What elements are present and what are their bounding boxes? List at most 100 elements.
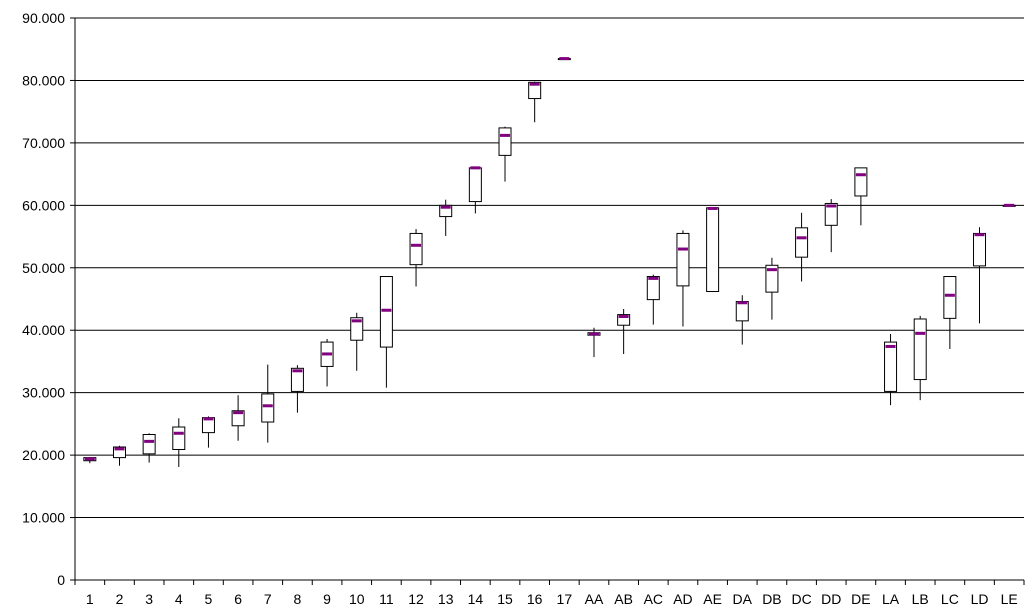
boxes — [83, 57, 1016, 467]
box-body — [409, 232, 423, 266]
box-body — [913, 318, 927, 381]
x-tick-label: AC — [644, 591, 663, 607]
x-tick-label: 9 — [323, 591, 331, 607]
y-tick-label: 90.000 — [22, 10, 65, 26]
box-body — [439, 204, 453, 218]
box-AB — [617, 308, 631, 354]
box-8 — [290, 365, 304, 413]
box-body — [468, 167, 482, 203]
x-tick-label: DD — [821, 591, 841, 607]
box-AC — [646, 274, 660, 325]
y-tick-label: 40.000 — [22, 322, 65, 338]
box-16 — [528, 81, 542, 123]
axes — [70, 17, 1025, 585]
box-body — [142, 434, 156, 455]
box-body — [646, 276, 660, 301]
y-tick-label: 10.000 — [22, 510, 65, 526]
x-tick-label: 3 — [145, 591, 153, 607]
x-tick-label: DE — [851, 591, 870, 607]
gridlines — [75, 17, 1024, 519]
box-4 — [172, 418, 186, 467]
box-body — [290, 367, 304, 392]
box-body — [735, 300, 749, 322]
x-tick-label: AD — [673, 591, 692, 607]
box-DE — [854, 167, 868, 226]
y-tick-labels: 0 10.000 20.000 30.000 40.000 50.000 60.000 70.… — [22, 10, 65, 588]
box-AA — [587, 327, 601, 358]
x-tick-label: 5 — [205, 591, 213, 607]
x-tick-label: LA — [882, 591, 900, 607]
x-tick-label: 8 — [294, 591, 302, 607]
box-body — [943, 276, 957, 319]
box-LE — [1002, 203, 1016, 207]
box-14 — [468, 166, 482, 214]
box-9 — [320, 338, 334, 387]
x-tick-label: 16 — [527, 591, 543, 607]
box-body — [676, 232, 690, 287]
x-tick-label: 12 — [408, 591, 424, 607]
box-7 — [261, 364, 275, 443]
box-DA — [735, 295, 749, 345]
box-body — [172, 426, 186, 450]
x-tick-label: LD — [971, 591, 989, 607]
x-tick-label: 11 — [379, 591, 394, 607]
x-tick-label: 10 — [349, 591, 365, 607]
box-2 — [112, 445, 126, 466]
box-DD — [824, 199, 838, 253]
box-LA — [884, 333, 898, 406]
y-tick-label: 20.000 — [22, 447, 65, 463]
x-tick-label: 6 — [234, 591, 242, 607]
x-tick-label: AA — [585, 591, 604, 607]
x-tick-label: LE — [1001, 591, 1018, 607]
box-11 — [379, 276, 393, 388]
box-DB — [765, 257, 779, 320]
box-5 — [201, 416, 215, 448]
box-body — [765, 264, 779, 293]
y-tick-label: 80.000 — [22, 72, 65, 88]
box-12 — [409, 229, 423, 287]
box-body — [824, 202, 838, 226]
box-body — [231, 410, 245, 427]
box-6 — [231, 395, 245, 441]
x-tick-labels: 1 2 3 4 5 6 7 8 9 10 11 12 13 14 15 16 17 AA AB AC AD AE DA DB D… — [86, 591, 1018, 607]
box-body — [973, 232, 987, 267]
y-tick-label: 70.000 — [22, 135, 65, 151]
box-body — [706, 207, 720, 293]
box-LD — [973, 227, 987, 324]
x-tick-label: 2 — [116, 591, 124, 607]
x-tick-label: 17 — [557, 591, 573, 607]
box-body — [261, 393, 275, 423]
y-tick-label: 60.000 — [22, 197, 65, 213]
box-1 — [83, 456, 97, 464]
x-tick-label: LB — [912, 591, 929, 607]
x-tick-label: DB — [762, 591, 781, 607]
box-body — [884, 341, 898, 392]
box-body — [795, 227, 809, 258]
x-tick-label: 1 — [86, 591, 94, 607]
box-LC — [943, 276, 957, 349]
box-10 — [350, 312, 364, 371]
y-tick-label: 0 — [57, 572, 65, 588]
x-tick-label: LC — [941, 591, 959, 607]
x-tick-label: 4 — [175, 591, 183, 607]
box-body — [854, 167, 868, 197]
x-tick-label: 13 — [438, 591, 454, 607]
box-15 — [498, 126, 512, 182]
x-tick-label: DA — [733, 591, 753, 607]
box-body — [112, 446, 126, 459]
box-body — [617, 314, 631, 326]
y-tick-label: 30.000 — [22, 385, 65, 401]
box-DC — [795, 212, 809, 282]
box-body — [379, 276, 393, 348]
x-tick-label: 15 — [497, 591, 513, 607]
box-LB — [913, 315, 927, 401]
x-tick-label: 14 — [468, 591, 484, 607]
box-AD — [676, 230, 690, 327]
box-17 — [557, 57, 571, 61]
box-body — [498, 127, 512, 156]
x-tick-label: AB — [614, 591, 633, 607]
x-tick-label: DC — [791, 591, 811, 607]
box-13 — [439, 199, 453, 236]
